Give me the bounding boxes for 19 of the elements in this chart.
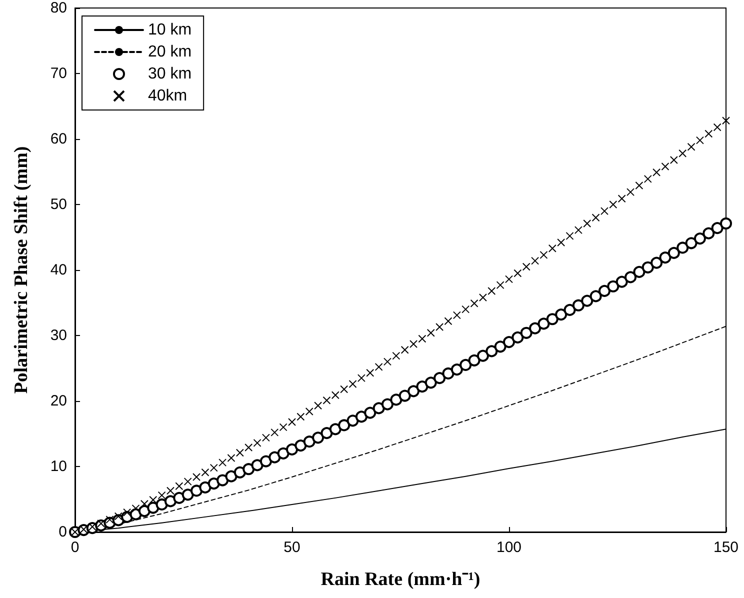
y-tick-label: 30 — [50, 327, 67, 344]
y-tick-label: 80 — [50, 0, 67, 16]
y-tick-label: 10 — [50, 458, 67, 475]
x-tick-label: 0 — [70, 539, 80, 556]
y-axis-title: Polarimetric Phase Shift (mm) — [11, 146, 32, 394]
legend-label: 40km — [148, 88, 188, 104]
x-axis-title: Rain Rate (mm·h⁻¹) — [320, 569, 480, 590]
x-tick-label: 50 — [284, 539, 300, 556]
x-tick-label: 100 — [496, 539, 522, 556]
y-tick-label: 40 — [50, 262, 67, 278]
legend-label: 30 km — [148, 66, 192, 82]
y-tick-label: 20 — [50, 392, 67, 410]
legend-label: 20 km — [148, 44, 192, 60]
x-tick-label: 150 — [713, 539, 739, 556]
y-tick-label: 60 — [50, 130, 67, 148]
legend-label: 10 km — [148, 22, 192, 38]
y-tick-label: 50 — [50, 196, 67, 213]
y-tick-label: 70 — [50, 65, 67, 82]
y-tick-label: 0 — [58, 524, 67, 540]
